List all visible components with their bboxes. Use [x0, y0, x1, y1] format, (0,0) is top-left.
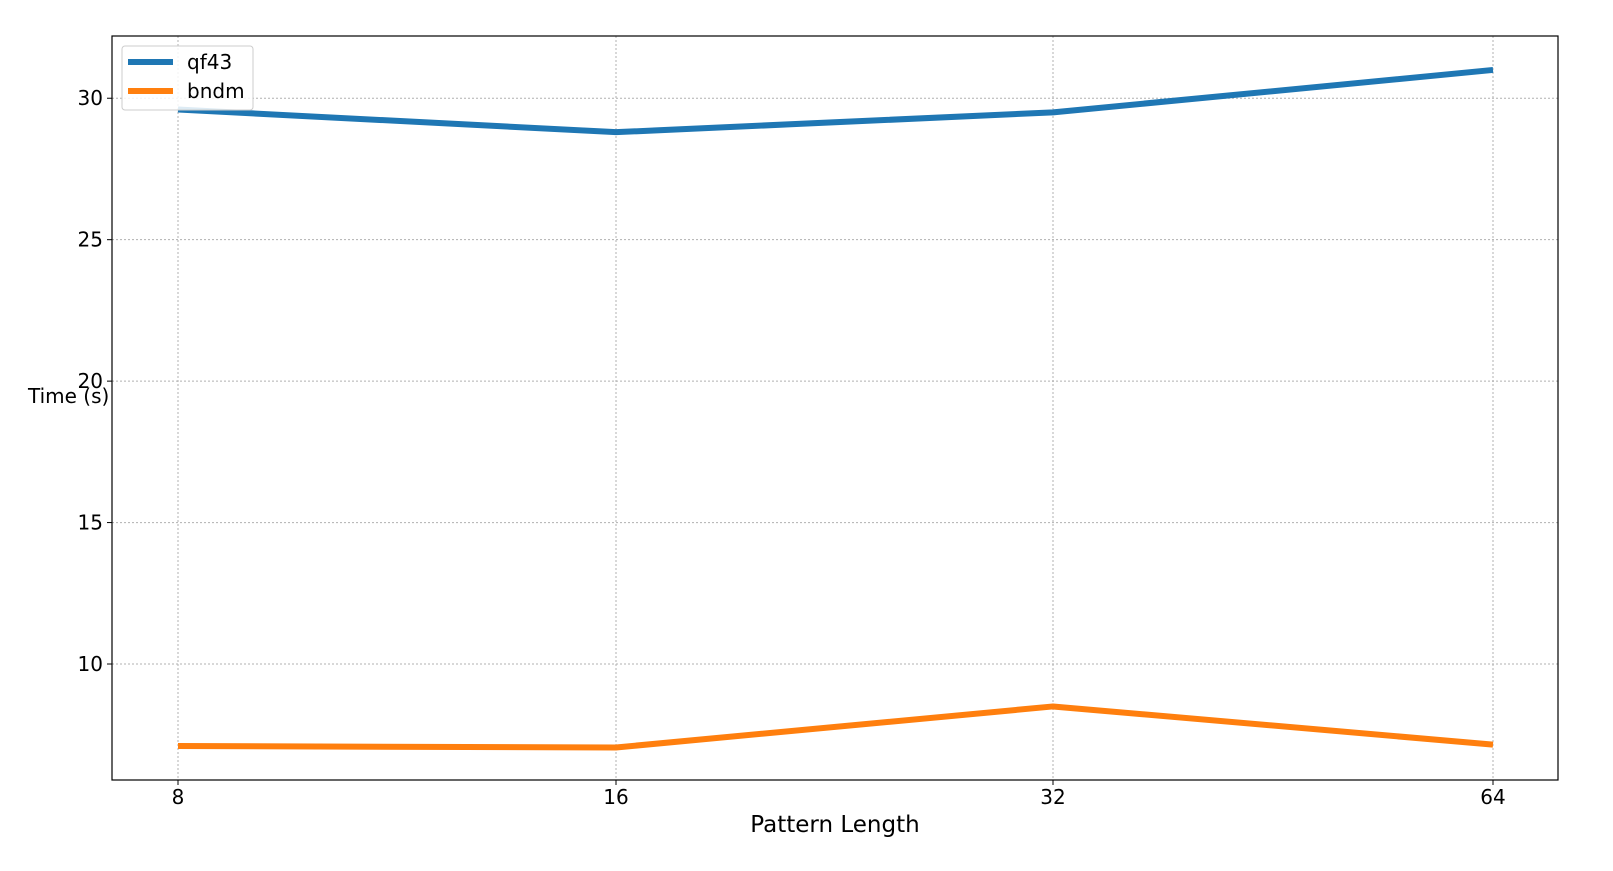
- legend-label-bndm: bndm: [187, 79, 245, 103]
- x-tick-label: 64: [1480, 785, 1505, 809]
- series-layer: [178, 70, 1493, 748]
- plot-frame: [112, 36, 1558, 780]
- legend-label-qf43: qf43: [187, 50, 232, 74]
- grid-layer: [112, 36, 1558, 780]
- series-line-qf43: [178, 70, 1493, 132]
- legend: qf43 bndm: [122, 46, 253, 110]
- series-line-bndm: [178, 706, 1493, 747]
- y-tick-label: 15: [78, 511, 103, 535]
- x-axis-label: Pattern Length: [750, 812, 919, 838]
- y-tick-label: 25: [78, 228, 103, 252]
- y-tick-label: 30: [78, 86, 103, 110]
- x-tick-label: 16: [603, 785, 628, 809]
- y-tick-label: 10: [78, 652, 103, 676]
- x-tick-label: 8: [172, 785, 185, 809]
- y-axis-label: Time (s): [27, 384, 109, 408]
- x-tick-label: 32: [1040, 785, 1065, 809]
